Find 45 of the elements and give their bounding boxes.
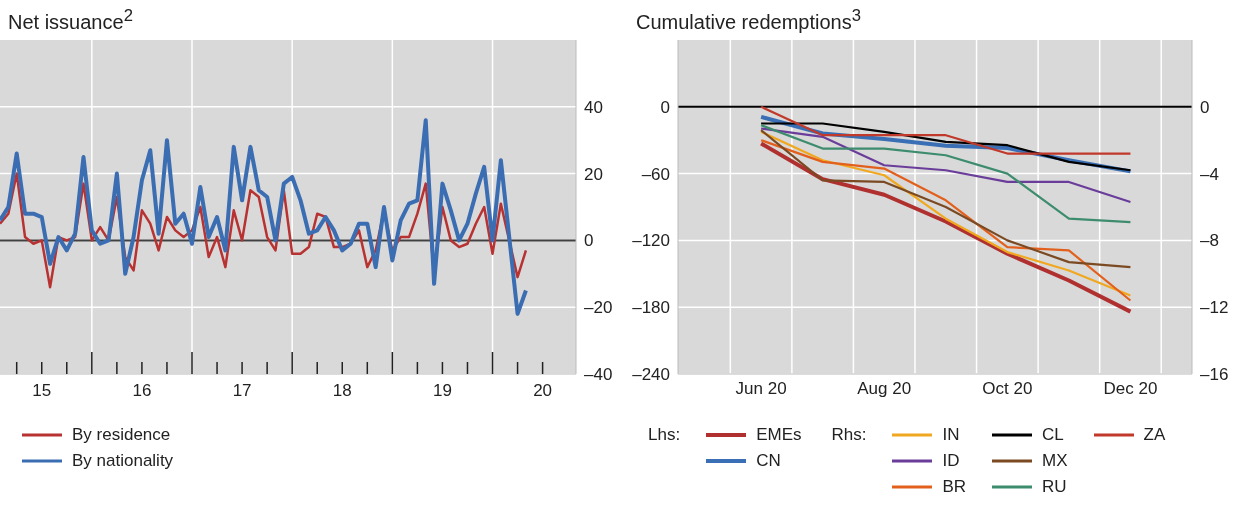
legend-label: RU	[1042, 477, 1067, 497]
line-series	[760, 127, 1132, 204]
text: Rhs:	[831, 424, 867, 446]
line-series	[0, 118, 528, 316]
y2-tick-label: 0	[1200, 97, 1210, 117]
x-tick-label: 16	[132, 381, 152, 400]
y2-tick-label: –8	[1200, 231, 1219, 251]
legend-label: CN	[756, 451, 781, 471]
y-tick-label: –60	[641, 164, 670, 184]
legend-label: BR	[942, 477, 967, 497]
y-tick-label: 20	[584, 164, 603, 184]
x-tick-label: 20	[533, 381, 553, 400]
y-tick-label: 0	[660, 97, 670, 117]
chart-title: Net issuance$^{2}$	[7, 5, 134, 33]
x-tick-label: Aug 20	[857, 379, 912, 398]
legend-label: EMEs	[756, 425, 802, 445]
legend-label: IN	[942, 425, 960, 445]
legend-label: ZA	[1143, 425, 1166, 445]
y-tick-label: –180	[632, 298, 670, 318]
x-tick-label: 17	[232, 381, 252, 400]
x-tick-label: Oct 20	[982, 379, 1033, 398]
y-tick-label: –20	[584, 298, 613, 318]
line-series	[760, 124, 1132, 224]
line-series	[760, 122, 1132, 172]
y-tick-label: –240	[632, 365, 670, 385]
text: Lhs:	[648, 424, 681, 446]
line-series	[760, 129, 1132, 269]
x-tick-label: Dec 20	[1103, 379, 1158, 398]
legend-label: By residence	[72, 425, 171, 445]
x-tick-label: 18	[332, 381, 352, 400]
x-tick-label: 15	[32, 381, 52, 400]
y-tick-label: 0	[584, 231, 594, 251]
chart-title: Cumulative redemptions$^{3}$	[635, 5, 862, 33]
y2-tick-label: –16	[1200, 365, 1229, 385]
y2-tick-label: –12	[1200, 298, 1229, 318]
y-tick-label: –40	[584, 365, 613, 385]
legend-label: MX	[1042, 451, 1068, 471]
legend-label: By nationality	[72, 451, 174, 471]
y2-tick-label: –4	[1200, 164, 1219, 184]
y-tick-label: –120	[632, 231, 670, 251]
x-tick-label: Jun 20	[735, 379, 787, 398]
x-tick-label: 19	[432, 381, 452, 400]
y-tick-label: 40	[584, 97, 603, 117]
legend-label: CL	[1042, 425, 1064, 445]
legend-label: ID	[942, 451, 960, 471]
